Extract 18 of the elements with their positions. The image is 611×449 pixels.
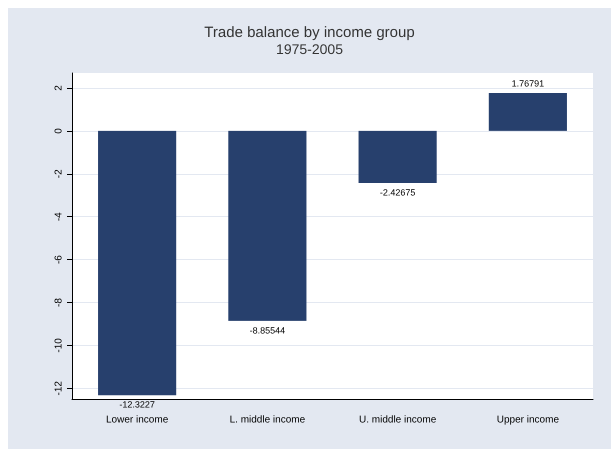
y-tick-label: -6 — [54, 254, 64, 264]
y-tick-label: 0 — [54, 128, 64, 134]
y-tick-label: -2 — [54, 168, 64, 178]
data-label: 1.76791 — [512, 78, 544, 88]
x-tick-label: L. middle income — [230, 414, 306, 426]
data-label: -2.42675 — [380, 187, 416, 198]
x-tick-label: Lower income — [106, 414, 169, 426]
x-tick-label: U. middle income — [358, 414, 437, 426]
y-tick-label: -4 — [54, 212, 64, 222]
data-label: -8.85544 — [250, 325, 286, 336]
y-tick-label: 2 — [54, 84, 64, 91]
y-tick-label: -8 — [54, 298, 64, 307]
chart-title: Trade balance by income group — [204, 24, 415, 41]
x-tick-label: Upper income — [496, 414, 560, 426]
data-label: -12.3227 — [119, 400, 155, 410]
chart-subtitle: 1975-2005 — [276, 41, 344, 57]
y-tick-label: -12 — [54, 380, 64, 396]
y-tick-label: -10 — [54, 338, 64, 353]
